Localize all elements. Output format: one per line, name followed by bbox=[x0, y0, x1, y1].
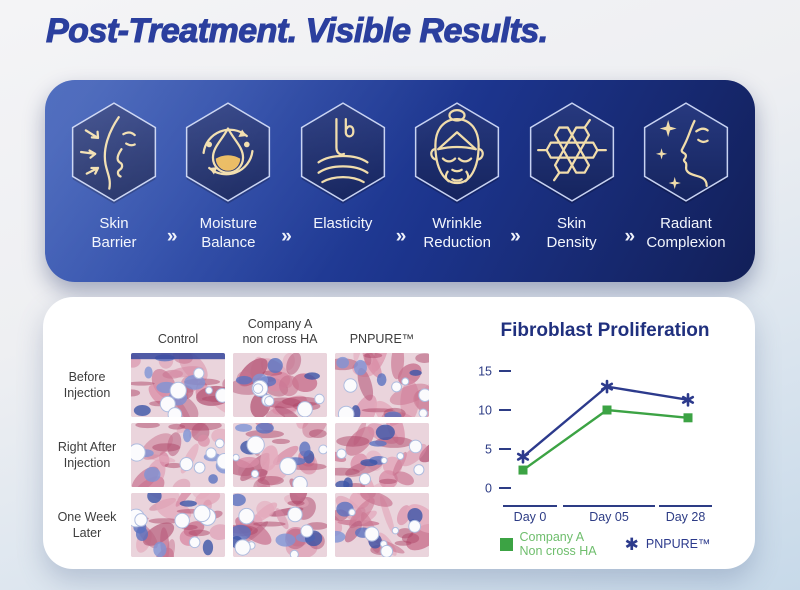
elasticity-icon bbox=[300, 102, 385, 204]
benefits-banner: Skin Barrier » Moisture Balanc bbox=[45, 80, 755, 282]
wrinkle-reduction-icon bbox=[415, 102, 500, 204]
column-header-control: Control bbox=[157, 332, 199, 347]
svg-text:Day 05: Day 05 bbox=[589, 510, 629, 524]
chart-legend: Company A Non cross HA ✱ PNPURE™ bbox=[455, 530, 755, 559]
benefit-label-skin-density: Skin Density bbox=[546, 215, 597, 251]
chevron-separator-icon: » bbox=[281, 226, 291, 247]
chevron-separator-icon: » bbox=[510, 226, 520, 247]
legend-label: PNPURE™ bbox=[645, 537, 711, 552]
svg-text:0: 0 bbox=[485, 482, 492, 496]
chart-title: Fibroblast Proliferation bbox=[500, 320, 710, 341]
micrograph-image bbox=[335, 423, 429, 487]
page-title: Post-Treatment. Visible Results. bbox=[45, 11, 548, 50]
column-header-company-a: Company A non cross HA bbox=[242, 316, 318, 347]
square-marker-icon bbox=[499, 537, 513, 551]
chevron-separator-icon: » bbox=[624, 226, 634, 247]
benefit-item-elasticity: Elasticity bbox=[294, 100, 392, 234]
benefit-item-skin-barrier: Skin Barrier bbox=[65, 100, 163, 253]
micrograph-grid bbox=[131, 353, 429, 557]
benefit-label-skin-barrier: Skin Barrier bbox=[91, 215, 137, 251]
micrograph-image bbox=[335, 353, 429, 417]
moisture-balance-icon bbox=[186, 102, 271, 204]
micrograph-image bbox=[335, 493, 429, 557]
micrograph-image bbox=[131, 493, 225, 557]
svg-text:5: 5 bbox=[485, 443, 492, 457]
micrograph-image bbox=[233, 353, 327, 417]
chevron-separator-icon: » bbox=[166, 226, 177, 247]
skin-barrier-icon bbox=[71, 102, 157, 204]
benefit-item-skin-density: Skin Density bbox=[523, 100, 621, 253]
asterisk-marker-icon: ✱ bbox=[624, 534, 639, 554]
micrograph-image bbox=[131, 423, 225, 487]
radiant-complexion-icon bbox=[643, 102, 729, 204]
micrograph-column-headers: Control Company A non cross HA PNPURE™ bbox=[131, 312, 429, 348]
benefit-label-wrinkle-reduction: Wrinkle Reduction bbox=[423, 215, 491, 251]
benefit-item-radiant-complexion: Radiant Complexion bbox=[637, 100, 735, 253]
micrograph-image bbox=[233, 423, 327, 487]
svg-text:Day 28: Day 28 bbox=[666, 510, 706, 524]
svg-text:15: 15 bbox=[478, 365, 492, 379]
benefit-label-moisture-balance: Moisture Balance bbox=[199, 215, 258, 251]
benefit-label-radiant-complexion: Radiant Complexion bbox=[646, 215, 726, 251]
row-label-before-injection: Before Injection bbox=[63, 369, 111, 400]
micrograph-image bbox=[233, 493, 327, 557]
benefit-label-elasticity: Elasticity bbox=[313, 215, 373, 232]
benefit-item-moisture-balance: Moisture Balance bbox=[179, 100, 277, 253]
chevron-separator-icon: » bbox=[395, 226, 406, 247]
benefit-item-wrinkle-reduction: Wrinkle Reduction bbox=[408, 100, 506, 253]
svg-text:10: 10 bbox=[478, 404, 492, 418]
fibroblast-proliferation-chart: 0 5 10 15 Day 0 Day 05 Day 28 bbox=[478, 365, 712, 524]
skin-density-icon bbox=[529, 102, 614, 204]
micrograph-image bbox=[131, 353, 225, 417]
row-label-right-after-injection: Right After Injection bbox=[57, 439, 117, 470]
legend-item: Company A Non cross HA bbox=[499, 530, 597, 559]
legend-item: ✱ PNPURE™ bbox=[625, 536, 711, 553]
column-header-pnpure: PNPURE™ bbox=[349, 332, 415, 347]
svg-text:Day 0: Day 0 bbox=[514, 510, 547, 524]
legend-label: Company A Non cross HA bbox=[519, 530, 597, 559]
row-label-one-week-later: One Week Later bbox=[57, 509, 117, 540]
